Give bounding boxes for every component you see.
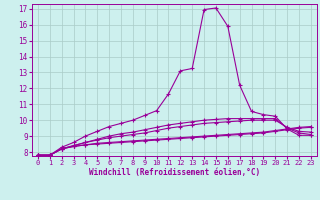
X-axis label: Windchill (Refroidissement éolien,°C): Windchill (Refroidissement éolien,°C)	[89, 168, 260, 177]
